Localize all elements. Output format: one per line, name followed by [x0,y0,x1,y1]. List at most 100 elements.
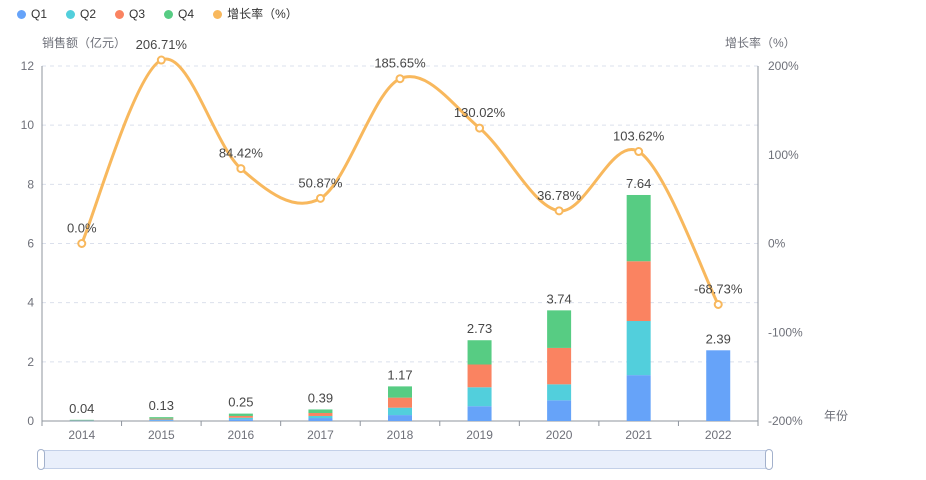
line-point-label: -68.73% [694,281,743,296]
line-point-2016[interactable] [236,164,246,174]
line-point-2017[interactable] [315,193,325,203]
legend: Q1 Q2 Q3 Q4 增长率（%） [17,7,317,21]
data-zoom-slider[interactable] [37,449,773,470]
left-axis-tick-label: 12 [21,59,35,73]
line-point-2014[interactable] [77,239,87,248]
right-axis-tick-label: 0% [768,237,786,251]
bar-segment-Q4-2020[interactable] [547,310,572,348]
bar-segment-Q1-2022[interactable] [706,350,731,421]
legend-dot-icon [213,9,223,19]
legend-dot-icon [66,9,76,19]
bar-segment-Q1-2021[interactable] [626,375,651,421]
line-point-label: 36.78% [537,188,582,203]
left-axis-tick-label: 4 [27,296,34,310]
x-axis-category-label: 2019 [466,428,493,442]
growth-rate-line[interactable] [80,57,720,306]
bar-segment-Q2-2020[interactable] [547,384,572,401]
bar-segment-Q4-2021[interactable] [626,194,651,262]
legend-item-0[interactable]: Q1 [17,7,47,21]
bar-segment-Q4-2019[interactable] [467,340,492,365]
line-point-2022[interactable] [713,299,723,309]
x-axis-category-label: 2014 [68,428,95,442]
right-axis-tick-label: -200% [768,414,803,428]
bar-segment-Q1-2018[interactable] [388,415,412,421]
bar-total-label: 7.64 [626,176,651,191]
legend-item-1[interactable]: Q2 [66,7,96,21]
legend-dot-icon [17,9,26,19]
bar-segment-Q2-2018[interactable] [388,407,412,416]
line-point-label: 130.02% [454,105,506,120]
legend-dot-icon [115,9,125,19]
x-axis-category-label: 2018 [387,428,414,442]
right-axis-tick-label: 100% [768,148,799,162]
data-zoom-handle-left[interactable] [37,449,45,470]
bar-total-label: 0.04 [69,401,94,416]
bar-segment-Q2-2015[interactable] [149,419,174,421]
bar-total-label: 2.39 [706,331,731,346]
left-axis-tick-label: 2 [27,355,34,369]
legend-item-label: Q2 [80,7,97,21]
legend-item-label: Q4 [178,7,195,21]
legend-item-2[interactable]: Q3 [115,7,145,21]
x-axis-title: 年份 [824,409,849,423]
line-point-2018[interactable] [395,74,405,84]
legend-item-label: 增长率（%） [227,7,298,21]
legend-item-3[interactable]: Q4 [164,7,194,21]
bar-segment-Q2-2016[interactable] [228,417,253,420]
bar-total-label: 1.17 [387,367,412,382]
bar-segment-Q4-2017[interactable] [308,409,333,414]
legend-item-4[interactable]: 增长率（%） [213,7,298,21]
bar-segment-Q2-2019[interactable] [467,387,492,407]
left-axis-tick-label: 8 [27,177,34,191]
bar-segment-Q3-2016[interactable] [228,415,253,418]
bar-total-label: 0.25 [228,395,253,410]
bar-segment-Q3-2018[interactable] [388,397,412,408]
right-axis-tick-label: 200% [768,59,799,73]
bar-segment-Q1-2019[interactable] [467,406,492,421]
bar-segment-Q4-2015[interactable] [149,417,174,419]
bar-segment-Q2-2017[interactable] [308,415,333,419]
left-axis-tick-label: 0 [27,414,34,428]
bar-segment-Q3-2021[interactable] [626,261,651,322]
bar-total-label: 0.13 [149,398,174,413]
line-point-label: 185.65% [374,56,426,71]
bar-total-label: 3.74 [546,291,571,306]
line-point-label: 84.42% [219,146,264,161]
bar-segment-Q4-2016[interactable] [228,413,253,416]
right-axis-title: 增长率（%） [725,36,796,50]
line-point-label: 206.71% [136,37,188,52]
legend-dot-icon [164,9,174,19]
bar-segment-Q3-2017[interactable] [308,413,333,416]
bar-segment-Q1-2015[interactable] [149,420,174,421]
x-axis-category-label: 2017 [307,428,334,442]
bar-segment-Q4-2018[interactable] [388,386,412,398]
bar-segment-Q3-2020[interactable] [547,347,572,385]
left-axis-tick-label: 10 [21,118,35,132]
line-point-label: 50.87% [298,175,343,190]
x-axis-category-label: 2016 [228,428,255,442]
data-zoom-handle-right[interactable] [765,449,773,470]
left-axis-title: 销售额（亿元） [42,36,127,50]
bar-segment-Q1-2017[interactable] [308,418,333,421]
line-point-2019[interactable] [475,123,485,133]
legend-item-label: Q3 [129,7,146,21]
x-axis-category-label: 2015 [148,428,175,442]
bar-segment-Q3-2015[interactable] [149,418,174,420]
x-axis-category-label: 2020 [546,428,573,442]
line-point-label: 103.62% [613,129,665,144]
legend-item-label: Q1 [31,7,48,21]
bar-segment-Q1-2020[interactable] [547,400,572,421]
bar-segment-Q2-2021[interactable] [626,321,651,376]
bar-segment-Q3-2019[interactable] [467,364,492,388]
bar-segment-Q1-2016[interactable] [228,419,253,421]
bar-total-label: 0.39 [308,390,333,405]
x-axis-category-label: 2021 [625,428,652,442]
x-axis-category-label: 2022 [705,428,732,442]
left-axis-tick-label: 6 [27,237,34,251]
line-point-2021[interactable] [634,147,644,157]
line-point-2020[interactable] [554,206,564,216]
line-point-label: 0.0% [67,221,97,236]
line-point-2015[interactable] [156,55,166,65]
